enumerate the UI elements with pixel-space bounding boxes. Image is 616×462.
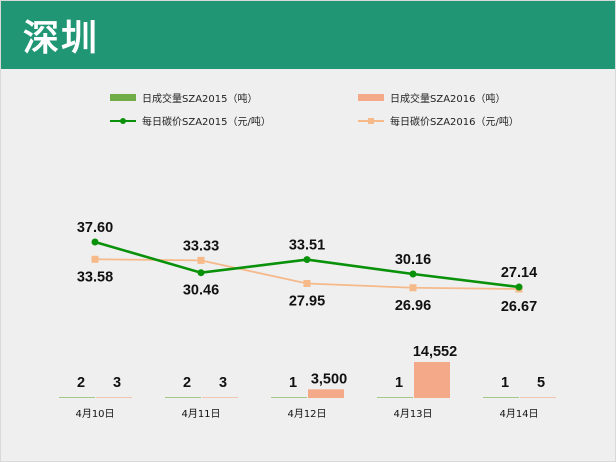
legend-label-0: 日成交量SZA2015（吨） <box>142 92 258 105</box>
x-tick-label-4: 4月14日 <box>499 408 538 420</box>
legend-label-3: 每日碳价SZA2016（元/吨） <box>390 115 519 128</box>
bar-sza2015-1 <box>165 397 201 398</box>
legend-swatch-1 <box>358 94 384 101</box>
point-sza2016-2 <box>303 279 311 287</box>
data-label-sza2015-0: 37.60 <box>77 220 113 236</box>
point-sza2015-4 <box>515 283 523 291</box>
bar-label-sza2016-1: 3 <box>219 375 227 391</box>
legend-label-2: 每日碳价SZA2015（元/吨） <box>142 115 271 128</box>
point-sza2016-3 <box>409 284 417 292</box>
bar-label-sza2015-2: 1 <box>289 375 297 391</box>
point-sza2015-1 <box>197 269 205 277</box>
point-sza2016-1 <box>197 256 205 264</box>
x-tick-label-3: 4月13日 <box>393 408 432 420</box>
bar-sza2015-4 <box>483 397 519 398</box>
bar-label-sza2016-2: 3,500 <box>311 371 347 387</box>
bar-label-sza2015-1: 2 <box>183 375 191 391</box>
bar-label-sza2015-3: 1 <box>395 375 403 391</box>
bar-label-sza2016-3: 14,552 <box>413 344 457 360</box>
point-sza2015-2 <box>303 256 311 264</box>
point-sza2015-3 <box>409 270 417 278</box>
legend-label-1: 日成交量SZA2016（吨） <box>390 92 506 105</box>
data-label-sza2016-3: 26.96 <box>395 298 431 314</box>
data-label-sza2015-2: 33.51 <box>289 238 325 254</box>
x-tick-label-1: 4月11日 <box>181 408 220 420</box>
data-label-sza2015-3: 30.16 <box>395 252 431 268</box>
data-label-sza2015-1: 30.46 <box>183 283 219 299</box>
bar-label-sza2016-0: 3 <box>113 375 121 391</box>
data-label-sza2016-1: 33.33 <box>183 238 219 254</box>
bar-sza2016-4 <box>520 397 556 398</box>
bar-sza2016-1 <box>202 397 238 398</box>
page-title: 深圳 <box>23 18 100 59</box>
bar-label-sza2016-4: 5 <box>537 375 545 391</box>
point-sza2015-0 <box>91 238 99 246</box>
data-label-sza2016-2: 27.95 <box>289 293 325 309</box>
x-tick-label-0: 4月10日 <box>75 408 114 420</box>
bar-label-sza2015-4: 1 <box>501 375 509 391</box>
header-bar: 深圳 <box>1 1 615 69</box>
bar-sza2016-0 <box>96 397 132 398</box>
bar-sza2016-3 <box>414 362 450 398</box>
legend-swatch-0 <box>110 94 136 101</box>
data-label-sza2016-0: 33.58 <box>77 269 113 285</box>
bar-sza2015-0 <box>59 397 95 398</box>
legend-marker-2 <box>120 118 126 124</box>
bar-sza2015-2 <box>271 397 307 398</box>
data-label-sza2016-4: 26.67 <box>501 299 537 315</box>
bar-label-sza2015-0: 2 <box>77 375 85 391</box>
bar-sza2016-2 <box>308 389 344 398</box>
bar-sza2015-3 <box>377 397 413 398</box>
legend-marker-3 <box>368 118 374 124</box>
data-label-sza2015-4: 27.14 <box>501 265 537 281</box>
x-tick-label-2: 4月12日 <box>287 408 326 420</box>
point-sza2016-0 <box>91 255 99 263</box>
